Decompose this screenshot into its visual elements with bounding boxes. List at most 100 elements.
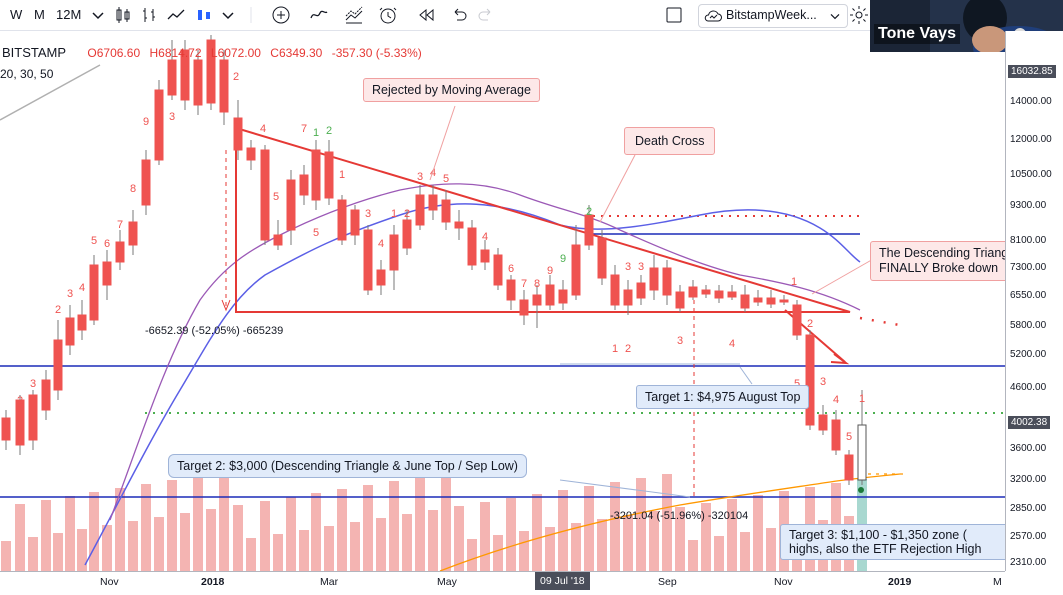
td-count-label: 2 xyxy=(326,125,332,137)
volume-bar xyxy=(662,474,672,571)
price-axis[interactable]: 16032.85 14000.00 12000.00 10500.00 9300.00 8… xyxy=(1005,31,1063,571)
interval-12m-button[interactable]: 12M xyxy=(56,7,82,22)
redo-icon[interactable] xyxy=(476,5,496,25)
td-count-label: 5 xyxy=(794,378,800,390)
interval-m-button[interactable]: M xyxy=(34,7,45,22)
candle-body xyxy=(376,269,386,286)
candle-body xyxy=(28,394,38,441)
price-label: 5200.00 xyxy=(1010,349,1047,360)
chevron-down-icon[interactable] xyxy=(218,5,238,25)
td-count-label: 2 xyxy=(807,318,813,330)
td-count-label: 3 xyxy=(638,261,644,273)
candle-body xyxy=(467,227,477,266)
candle-body xyxy=(299,174,309,196)
volume-bar xyxy=(428,510,438,571)
candle-body xyxy=(597,237,607,279)
replay-icon[interactable] xyxy=(416,5,436,25)
volume-bar xyxy=(467,539,477,571)
candle-body xyxy=(857,424,867,481)
ma-20-line[interactable] xyxy=(109,183,861,521)
price-label: 4600.00 xyxy=(1010,382,1047,393)
volume-bar xyxy=(376,518,386,571)
td-count-label: 1 xyxy=(391,208,397,220)
candle-body xyxy=(454,221,464,229)
legend-low-label: L xyxy=(210,46,218,60)
candle-body xyxy=(77,314,87,331)
time-label-m: M xyxy=(993,576,1002,588)
undo-icon[interactable] xyxy=(449,5,469,25)
price-label: 7300.00 xyxy=(1010,262,1047,273)
candle-body xyxy=(128,221,138,246)
candle-body xyxy=(766,297,776,305)
candle-body xyxy=(584,214,594,246)
descending-triangle-callout[interactable]: The Descending Triangle FINALLY Broke do… xyxy=(870,241,1005,281)
target1-callout[interactable]: Target 1: $4,975 August Top xyxy=(636,385,810,409)
candle-body xyxy=(519,299,529,316)
candle-body xyxy=(545,284,555,306)
candle-body xyxy=(662,267,672,296)
time-label-mar: Mar xyxy=(320,576,339,588)
candle-body xyxy=(506,279,516,301)
settings-gear-icon[interactable] xyxy=(849,5,869,25)
volume-bar xyxy=(77,529,87,571)
price-label: 2570.00 xyxy=(1010,531,1047,542)
price-label: 14000.00 xyxy=(1010,96,1052,107)
symbol-selector[interactable]: BitstampWeek... xyxy=(698,4,848,28)
candle-body xyxy=(233,117,243,151)
bars-icon[interactable] xyxy=(140,5,160,25)
time-label-2019: 2019 xyxy=(888,576,912,588)
death-cross-callout[interactable]: Death Cross xyxy=(624,127,716,155)
price-label: 12000.00 xyxy=(1010,134,1052,145)
add-indicator-icon[interactable] xyxy=(271,5,291,25)
time-label-2018: 2018 xyxy=(201,576,225,588)
alert-clock-icon[interactable] xyxy=(378,5,398,25)
heikin-ashi-icon[interactable] xyxy=(194,5,214,25)
chevron-down-icon[interactable] xyxy=(88,5,108,25)
candles-icon[interactable] xyxy=(113,5,133,25)
trendline-grey xyxy=(0,64,101,121)
candle-body xyxy=(350,209,360,236)
candle-body xyxy=(324,151,334,199)
td-count-label: 9 xyxy=(560,253,566,265)
volume-bar xyxy=(532,494,542,571)
candle-body xyxy=(246,147,256,161)
rejected-ma-callout[interactable]: Rejected by Moving Average xyxy=(363,78,540,102)
candle-body xyxy=(844,454,854,481)
target3-callout[interactable]: Target 3: $1,100 - $1,350 zone ( highs, … xyxy=(780,524,1005,560)
time-label-sep: Sep xyxy=(658,576,677,588)
candle-body xyxy=(740,294,750,309)
candle-body xyxy=(636,282,646,299)
td-count-label: 3 xyxy=(469,231,475,243)
legend-change: -357.30 (-5.33%) xyxy=(331,46,422,60)
indicators-icon[interactable] xyxy=(309,5,329,25)
time-axis[interactable]: Nov 2018 Mar May 09 Jul '18 Sep Nov 2019… xyxy=(0,571,1005,595)
target2-callout[interactable]: Target 2: $3,000 (Descending Triangle & … xyxy=(168,454,527,478)
triangle-break-pointer xyxy=(811,257,876,295)
volume-bar xyxy=(260,501,270,571)
fullscreen-square-icon[interactable] xyxy=(664,5,684,25)
candle-body xyxy=(193,59,203,106)
candle-body xyxy=(402,219,412,249)
volume-bar xyxy=(154,517,164,571)
volume-bar xyxy=(337,489,347,571)
cloud-icon xyxy=(704,10,722,22)
volume-bar xyxy=(415,477,425,571)
candle-body xyxy=(167,59,177,96)
volume-bar xyxy=(675,507,685,571)
volume-bar xyxy=(115,488,125,571)
td-count-label: 1 xyxy=(339,169,345,181)
line-chart-icon[interactable] xyxy=(166,5,186,25)
candle-body xyxy=(102,261,112,286)
interval-w-button[interactable]: W xyxy=(10,7,23,22)
td-count-label: 6 xyxy=(807,385,813,397)
candle-body xyxy=(141,159,151,206)
templates-icon[interactable] xyxy=(344,5,364,25)
td-count-label: 1 xyxy=(859,393,865,405)
candle-body xyxy=(65,317,75,346)
legend-close: 6349.30 xyxy=(278,46,323,60)
volume-bar xyxy=(571,523,581,571)
td-count-label: 3 xyxy=(67,288,73,300)
volume-bar xyxy=(623,515,633,571)
